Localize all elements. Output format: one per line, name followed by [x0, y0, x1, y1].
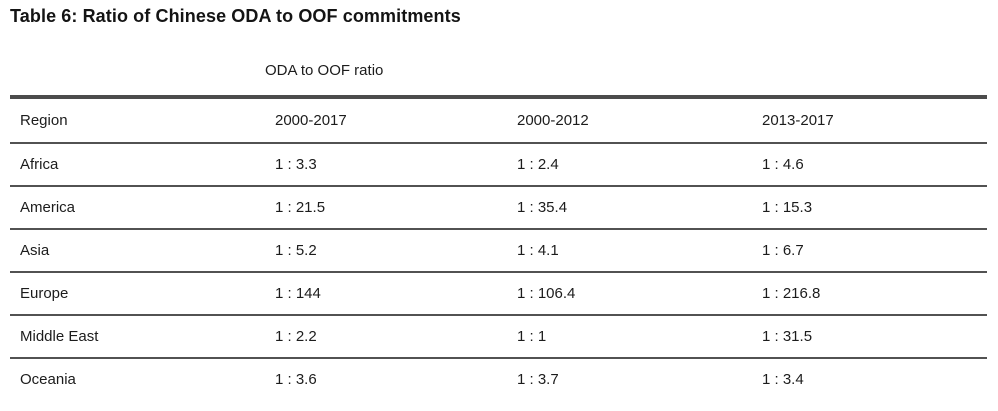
ratio-value: 1 : 2.2	[275, 328, 317, 345]
ratio-value: 1 : 144	[275, 285, 321, 302]
ratio-value: 1 : 6.7	[762, 242, 804, 259]
column-header-region: Region	[20, 112, 68, 129]
ratio-value: 1 : 5.2	[275, 242, 317, 259]
ratio-value: 1 : 21.5	[275, 199, 326, 216]
ratio-value: 1 : 3.6	[275, 371, 317, 388]
table-row: Middle East 1 : 2.2 1 : 1 1 : 31.5	[10, 316, 987, 359]
ratio-value: 1 : 3.4	[762, 371, 804, 388]
region-label: Africa	[20, 156, 59, 173]
region-label: Middle East	[20, 328, 99, 345]
oda-oof-ratio-table: Region 2000-2017 2000-2012 2013-2017 Afr…	[10, 95, 987, 400]
table-row: America 1 : 21.5 1 : 35.4 1 : 15.3	[10, 187, 987, 230]
column-header-2000-2012: 2000-2012	[517, 112, 589, 129]
table-row: Africa 1 : 3.3 1 : 2.4 1 : 4.6	[10, 144, 987, 187]
ratio-value: 1 : 15.3	[762, 199, 813, 216]
region-label: Asia	[20, 242, 50, 259]
ratio-value: 1 : 106.4	[517, 285, 576, 302]
column-header-2013-2017: 2013-2017	[762, 112, 834, 129]
column-header-2000-2017: 2000-2017	[275, 112, 347, 129]
region-label: Oceania	[20, 371, 76, 388]
table-header-row: Region 2000-2017 2000-2012 2013-2017	[10, 95, 987, 144]
table-row: Asia 1 : 5.2 1 : 4.1 1 : 6.7	[10, 230, 987, 273]
ratio-value: 1 : 35.4	[517, 199, 568, 216]
table-row: Europe 1 : 144 1 : 106.4 1 : 216.8	[10, 273, 987, 316]
ratio-value: 1 : 4.6	[762, 156, 804, 173]
column-group-header: ODA to OOF ratio	[265, 62, 384, 79]
table-title: Table 6: Ratio of Chinese ODA to OOF com…	[10, 6, 461, 26]
ratio-value: 1 : 3.3	[275, 156, 317, 173]
ratio-value: 1 : 31.5	[762, 328, 813, 345]
ratio-value: 1 : 3.7	[517, 371, 559, 388]
ratio-value: 1 : 216.8	[762, 285, 821, 302]
region-label: America	[20, 199, 76, 216]
table-row: Oceania 1 : 3.6 1 : 3.7 1 : 3.4	[10, 359, 987, 400]
ratio-value: 1 : 1	[517, 328, 547, 345]
ratio-value: 1 : 2.4	[517, 156, 559, 173]
region-label: Europe	[20, 285, 69, 302]
ratio-value: 1 : 4.1	[517, 242, 559, 259]
